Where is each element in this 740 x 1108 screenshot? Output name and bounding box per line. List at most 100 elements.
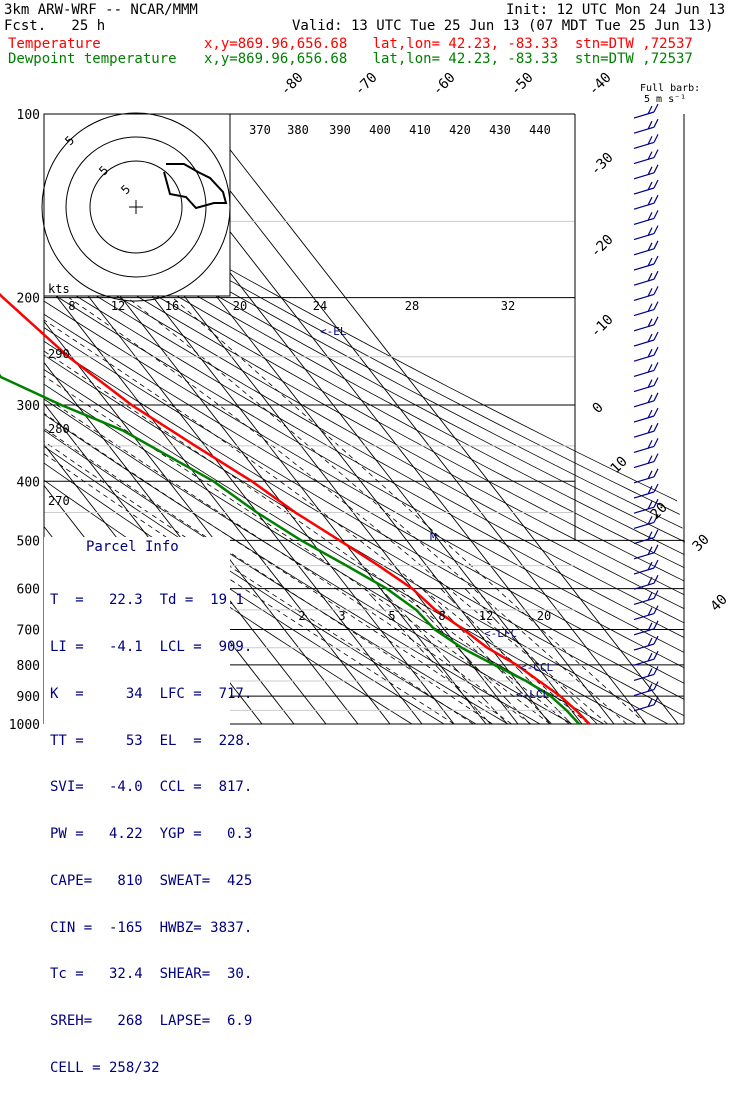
wind-barb-flag <box>647 698 653 708</box>
parcel-row: CAPE= 810 SWEAT= 425 <box>50 872 253 889</box>
wind-barb-flag <box>653 574 659 584</box>
wind-barb <box>633 673 655 681</box>
wind-barb-flag <box>647 440 653 449</box>
isotherm-line <box>201 114 679 724</box>
temperature-trace <box>0 292 591 725</box>
wind-barb-flag <box>653 635 659 645</box>
wind-barb-flag <box>653 453 659 462</box>
wind-barb-flag <box>653 301 659 310</box>
wind-barb-flag <box>653 696 659 706</box>
parcel-row: SVI= -4.0 CCL = 817. <box>50 779 253 796</box>
wind-barb <box>633 491 655 499</box>
pressure-tick-label: 400 <box>17 475 40 490</box>
parcel-row: TT = 53 EL = 228. <box>50 732 253 749</box>
wind-barb-flag <box>647 379 653 388</box>
dewpoint-legend: Dewpoint temperature <box>8 51 177 67</box>
mixing-ratio-line <box>380 588 508 724</box>
wind-barb-flag <box>653 210 659 219</box>
init-time: Init: 12 UTC Mon 24 Jun 13 <box>506 2 726 18</box>
wind-barb-flag <box>647 485 653 495</box>
wind-barb-flag <box>653 498 659 508</box>
mixing-ratio-label: 12 <box>111 299 125 313</box>
wind-barb <box>633 521 655 529</box>
wind-barb-flag <box>647 576 653 586</box>
wind-barb <box>633 628 655 636</box>
mixing-ratio-label: 16 <box>165 299 179 313</box>
parcel-row: K = 34 LFC = 717. <box>50 685 253 702</box>
mixing-ratio-line <box>422 588 552 724</box>
wind-barb-flag <box>653 149 659 158</box>
wind-barb-flag <box>647 166 653 176</box>
wind-barb <box>633 202 655 210</box>
pressure-tick-label: 200 <box>17 292 40 307</box>
mixing-ratio-line <box>401 588 531 724</box>
parcel-info-rows: T = 22.3 Td = 19.1 LI = -4.1 LCL = 909. … <box>50 562 252 1108</box>
wind-barb-flag <box>653 438 659 447</box>
wind-barb <box>633 263 655 271</box>
wind-barb-flag <box>653 605 659 614</box>
theta-label: 370 <box>249 123 271 137</box>
wind-barb-flag <box>647 227 653 236</box>
pressure-tick-label: 500 <box>17 534 40 549</box>
wind-barb-flag <box>653 362 659 371</box>
wind-barb <box>633 385 655 393</box>
hodograph-trace <box>163 163 228 210</box>
pressure-tick-label: 1000 <box>9 718 40 733</box>
wind-barb-flag <box>653 377 659 386</box>
wind-barb-flag <box>653 544 659 554</box>
mixing-ratio-label: 28 <box>405 299 419 313</box>
wind-barb-flag <box>647 364 653 373</box>
wind-barb <box>633 537 655 545</box>
isotherm-line <box>44 114 327 724</box>
wind-barb-flag <box>647 607 653 616</box>
wind-barb <box>633 293 655 301</box>
theta-e-label: 270 <box>48 494 70 508</box>
wind-barb-flag <box>653 164 659 174</box>
wind-barb-flag <box>647 455 653 464</box>
wind-barb-flag <box>653 118 659 128</box>
wind-barb-flag <box>647 303 653 312</box>
wind-barb-flag <box>647 348 653 358</box>
wind-barb-flag <box>653 650 659 660</box>
wind-barb-flag <box>647 181 653 191</box>
theta-label: 420 <box>449 123 471 137</box>
hodograph-unit-label: kts <box>48 282 70 296</box>
parcel-info-panel: Parcel Info T = 22.3 Td = 19.1 LI = -4.1… <box>44 537 252 1076</box>
wind-barb <box>633 309 655 317</box>
wind-barb-flag <box>647 592 653 601</box>
hodograph-ring <box>41 112 231 302</box>
wind-barb <box>633 369 655 377</box>
lcl-marker: <-LCL <box>516 688 550 701</box>
wind-barb-flag <box>653 270 659 280</box>
mixing-ratio-line <box>440 588 572 724</box>
wind-barb <box>633 643 655 651</box>
theta-label: 430 <box>489 123 511 137</box>
wind-barb-flag <box>647 394 653 404</box>
parcel-info-title: Parcel Info <box>86 539 179 555</box>
parcel-row: Tc = 32.4 SHEAR= 30. <box>50 966 253 983</box>
dewpoint-location: x,y=869.96,656.68 lat,lon= 42.23, -83.33… <box>204 51 693 67</box>
wind-barb <box>633 582 655 590</box>
wind-barb <box>633 689 655 697</box>
wind-barb-flag <box>647 272 653 282</box>
wind-barb <box>633 111 655 119</box>
wind-barb-flag <box>647 288 653 297</box>
wind-barb <box>633 506 655 514</box>
wind-barb-flag <box>647 516 653 525</box>
sounding-traces <box>0 292 591 725</box>
wind-barb-flag <box>653 468 659 478</box>
wind-barb-flag <box>647 136 653 145</box>
lfc-marker: <-LFC <box>484 627 518 640</box>
wind-barb <box>633 476 655 484</box>
wind-barb-flag <box>653 286 659 295</box>
wind-barb-flag <box>647 622 653 632</box>
ccl-marker: <-CCL <box>520 661 554 674</box>
isotherm-line <box>169 114 647 724</box>
wind-barbs <box>633 103 685 724</box>
wind-barb <box>633 339 655 347</box>
mixing-ratio-label-bottom: 3 <box>338 609 345 623</box>
theta-label: 440 <box>529 123 551 137</box>
wind-barb <box>633 126 655 134</box>
wind-barb-flag <box>653 255 659 265</box>
